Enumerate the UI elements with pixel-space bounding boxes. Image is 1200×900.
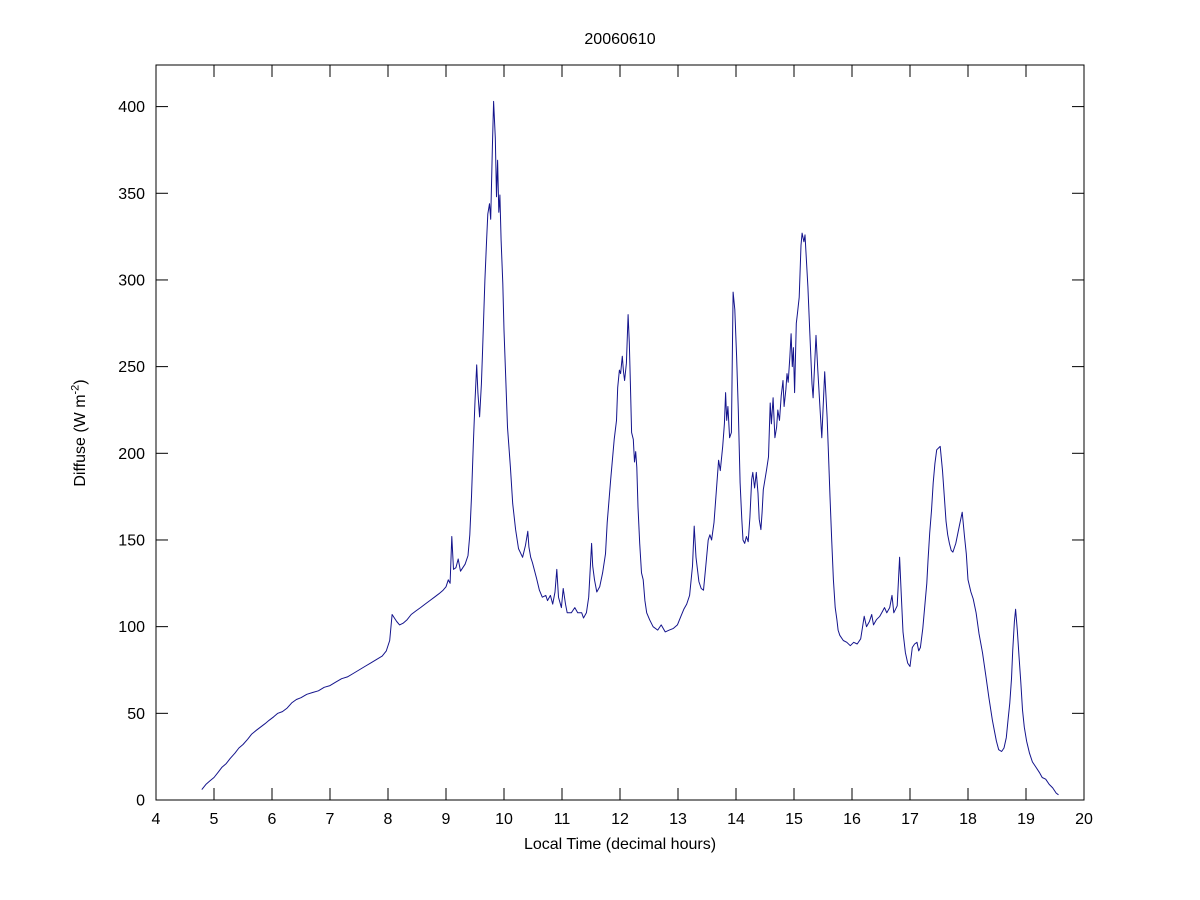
y-axis-label-exponent: -2 <box>69 384 82 395</box>
x-tick-label: 6 <box>268 811 277 828</box>
x-tick-label: 10 <box>495 811 513 828</box>
y-tick-label: 300 <box>118 272 145 289</box>
x-tick-label: 14 <box>727 811 745 828</box>
x-tick-label: 8 <box>384 811 393 828</box>
x-axis-label: Local Time (decimal hours) <box>523 836 717 853</box>
y-axis-label-close: ) <box>72 379 89 385</box>
x-tick-label: 13 <box>669 811 687 828</box>
x-tick-label: 20 <box>1075 811 1093 828</box>
chart-title: 20060610 <box>584 31 656 48</box>
x-tick-label: 16 <box>843 811 861 828</box>
y-tick-label: 150 <box>118 532 145 549</box>
x-tick-label: 7 <box>326 811 335 828</box>
y-tick-label: 400 <box>118 99 145 116</box>
y-axis-label-text: Diffuse (W m <box>72 394 89 487</box>
x-tick-label: 9 <box>442 811 451 828</box>
x-tick-label: 15 <box>785 811 803 828</box>
y-tick-label: 350 <box>118 186 145 203</box>
y-axis-label: Diffuse (W m-2) <box>69 379 90 487</box>
axes-box <box>155 64 1085 801</box>
x-tick-label: 5 <box>210 811 219 828</box>
y-tick-label: 0 <box>136 793 145 810</box>
x-tick-label: 12 <box>611 811 629 828</box>
diffuse-line <box>201 100 1059 796</box>
x-tick-label: 17 <box>901 811 919 828</box>
x-tick-label: 11 <box>554 811 571 828</box>
y-tick-label: 50 <box>127 706 145 723</box>
x-tick-label: 19 <box>1017 811 1035 828</box>
y-tick-label: 100 <box>118 619 145 636</box>
y-tick-label: 200 <box>118 446 145 463</box>
y-tick-label: 250 <box>118 359 145 376</box>
x-tick-label: 18 <box>959 811 977 828</box>
x-tick-label: 4 <box>152 811 161 828</box>
